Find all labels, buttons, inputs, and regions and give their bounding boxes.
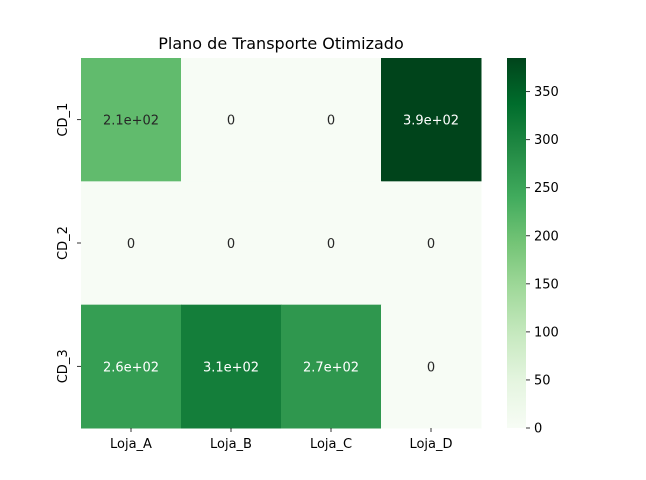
cell-value-label: 0 <box>427 360 435 375</box>
chart-title: Plano de Transporte Otimizado <box>158 34 404 53</box>
x-axis: Loja_A Loja_B Loja_C Loja_D <box>110 428 453 452</box>
cell-value-label: 0 <box>327 114 335 129</box>
heatmap-cell <box>81 304 182 429</box>
cell-value-label: 2.6e+02 <box>103 360 159 375</box>
heatmap-cells <box>81 58 482 429</box>
y-axis: CD_1 CD_2 CD_3 <box>56 103 81 383</box>
colorbar-tick-label: 50 <box>534 373 551 388</box>
heatmap-cell <box>181 181 282 306</box>
colorbar-tick-label: 0 <box>534 422 542 437</box>
y-tick-label: CD_2 <box>56 226 71 260</box>
cell-value-label: 3.9e+02 <box>403 114 459 129</box>
heatmap-cell <box>181 58 282 182</box>
heatmap-cell <box>81 181 182 306</box>
cell-value-label: 0 <box>227 237 235 252</box>
cell-value-label: 0 <box>127 237 135 252</box>
x-tick-label: Loja_B <box>210 437 252 452</box>
heatmap-cell <box>81 58 182 182</box>
y-tick-label: CD_3 <box>56 349 71 383</box>
colorbar-tick-label: 300 <box>534 133 559 148</box>
x-tick-label: Loja_D <box>409 437 452 452</box>
heatmap-cell <box>181 304 282 429</box>
colorbar-tick-label: 100 <box>534 325 559 340</box>
x-tick-label: Loja_C <box>310 437 352 452</box>
colorbar-gradient <box>507 58 526 428</box>
cell-value-label: 0 <box>327 237 335 252</box>
heatmap-cell <box>381 304 482 429</box>
cell-value-label: 0 <box>427 237 435 252</box>
heatmap-cell <box>281 304 382 429</box>
heatmap-cell-labels: 2.1e+02 0 0 3.9e+02 0 0 0 0 2.6e+02 3.1e+02 2.7e+0… <box>103 114 459 376</box>
cell-value-label: 0 <box>227 114 235 129</box>
heatmap-cell <box>281 181 382 306</box>
x-tick-label: Loja_A <box>110 437 152 452</box>
heatmap-cell <box>381 58 482 182</box>
colorbar: 0 50 100 150 200 250 300 350 <box>507 58 559 437</box>
cell-value-label: 3.1e+02 <box>203 360 259 375</box>
cell-value-label: 2.1e+02 <box>103 114 159 129</box>
colorbar-tick-label: 200 <box>534 229 559 244</box>
cell-value-label: 2.7e+02 <box>303 360 359 375</box>
heatmap-cell <box>281 58 382 182</box>
colorbar-tick-label: 150 <box>534 277 559 292</box>
colorbar-tick-label: 250 <box>534 181 559 196</box>
y-tick-label: CD_1 <box>56 103 71 137</box>
colorbar-tick-label: 350 <box>534 85 559 100</box>
heatmap-cell <box>381 181 482 306</box>
